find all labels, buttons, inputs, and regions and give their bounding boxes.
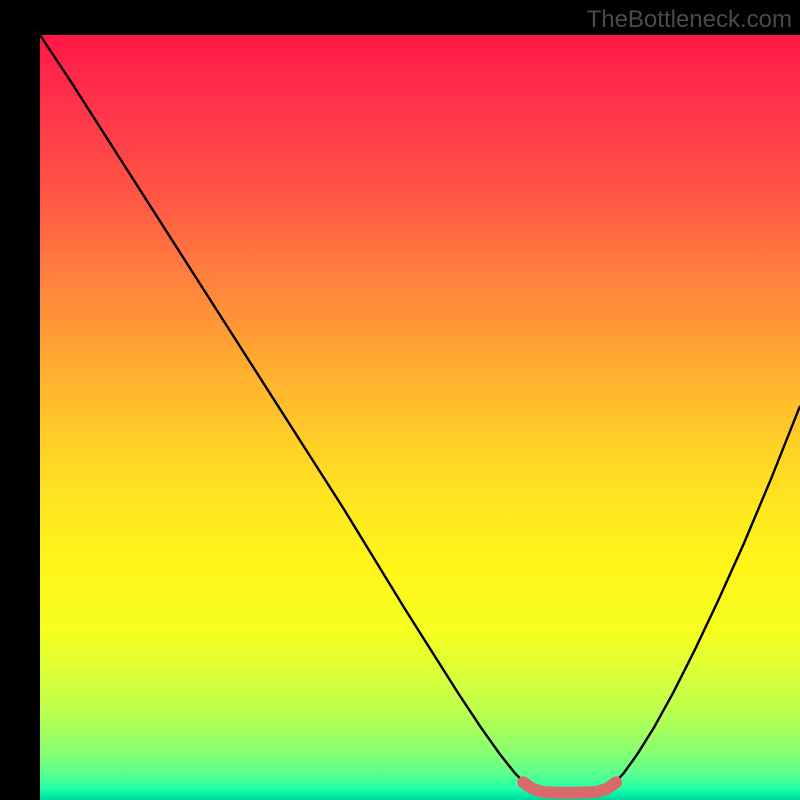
plot-svg	[40, 35, 800, 800]
watermark-label: TheBottleneck.com	[587, 6, 792, 34]
chart-canvas: TheBottleneck.com	[0, 0, 800, 800]
plot-area	[40, 35, 800, 800]
gradient-background	[40, 35, 800, 800]
